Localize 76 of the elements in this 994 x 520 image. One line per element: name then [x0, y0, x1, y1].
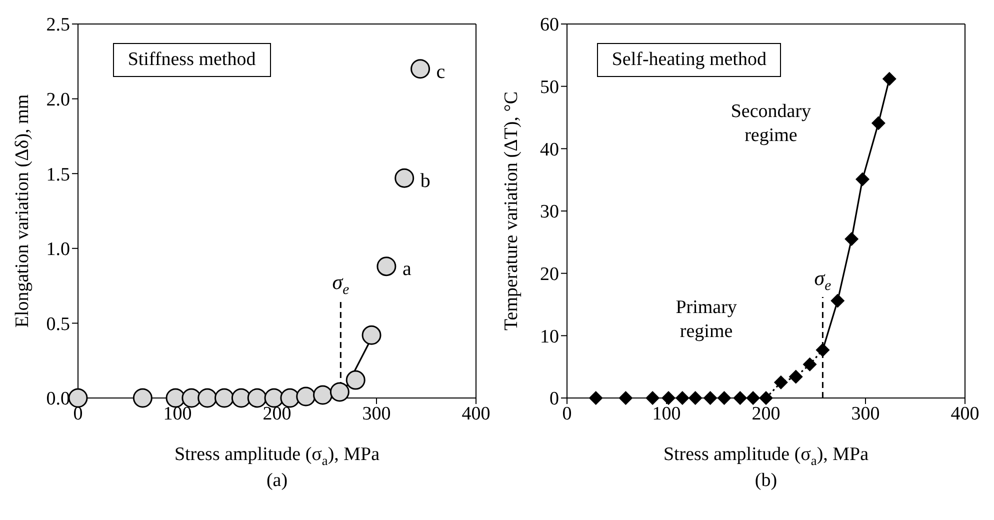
annotation: c [436, 60, 446, 84]
point [214, 388, 234, 408]
x-tick-label: 100 [652, 403, 681, 424]
point [264, 388, 284, 408]
point [68, 388, 88, 408]
x-tick-label: 300 [362, 403, 391, 424]
text: (a) [265, 470, 289, 492]
point [688, 391, 702, 405]
y-tick-label: 1.0 [46, 239, 70, 260]
point [802, 357, 817, 372]
y-tick-label: 0 [550, 388, 559, 410]
point [856, 172, 870, 186]
point [166, 388, 186, 408]
point [646, 391, 660, 405]
point [746, 391, 760, 405]
x-tick-label: 0 [562, 403, 572, 424]
y-tick-label: 0.0 [46, 388, 70, 410]
point [871, 116, 886, 130]
point [376, 256, 396, 276]
annotation: Primary regime [674, 296, 738, 344]
point [346, 370, 366, 390]
y-tick-label: 20 [540, 264, 559, 286]
x-tick-label: 0 [73, 403, 83, 424]
point [410, 59, 430, 79]
point [882, 72, 896, 86]
point [330, 382, 350, 402]
point [588, 391, 603, 405]
y-tick-label: 2.5 [46, 14, 70, 36]
point [844, 232, 859, 246]
point [296, 386, 316, 406]
ref-line-label: σ$_{e}$ [814, 266, 832, 294]
point [774, 375, 788, 390]
x-tick-label: 400 [462, 403, 490, 424]
point [618, 391, 633, 405]
annotation: Stiffness method [112, 43, 271, 78]
annotation: b [420, 170, 430, 194]
x-tick-label: 300 [851, 403, 880, 424]
x-tick-label: 200 [752, 403, 780, 424]
y-tick-label: 0.5 [46, 314, 70, 335]
point [362, 325, 382, 345]
x-axis-title: Stress amplitude (σ$_{a}$), MPa [174, 444, 380, 468]
y-tick-label: 30 [540, 202, 559, 223]
y-axis-title: Temperature variation (ΔT), °C [501, 91, 522, 331]
point [394, 168, 414, 188]
point [675, 391, 690, 405]
text: (b) [754, 470, 778, 492]
annotation: Self-heating method [596, 43, 782, 78]
x-axis-title: Stress amplitude (σ$_{a}$), MPa [663, 444, 870, 468]
point [247, 388, 267, 408]
point [830, 294, 845, 308]
x-tick-label: 400 [950, 403, 980, 424]
y-tick-label: 1.5 [46, 164, 70, 186]
y-axis-title: Elongation variation (Δδ), mm [12, 94, 33, 328]
point [280, 388, 300, 408]
point [759, 391, 773, 405]
annotation: a [402, 258, 412, 282]
point [733, 391, 748, 405]
point [231, 388, 251, 408]
point [313, 385, 333, 405]
ref-line-label: σ$_{e}$ [332, 270, 350, 298]
annotation: Secondary regime [730, 100, 812, 148]
y-tick-label: 2.0 [46, 90, 70, 111]
x-tick-label: 200 [262, 403, 292, 424]
y-tick-label: 60 [540, 14, 559, 36]
point [182, 388, 202, 408]
point [661, 391, 676, 405]
point [816, 343, 830, 358]
point [703, 391, 718, 405]
point [132, 388, 152, 408]
y-tick-label: 50 [540, 77, 559, 98]
point [198, 388, 218, 408]
point [788, 370, 803, 384]
y-tick-label: 40 [540, 139, 559, 160]
x-tick-label: 100 [163, 403, 192, 424]
point [717, 391, 732, 405]
y-tick-label: 10 [540, 326, 559, 348]
